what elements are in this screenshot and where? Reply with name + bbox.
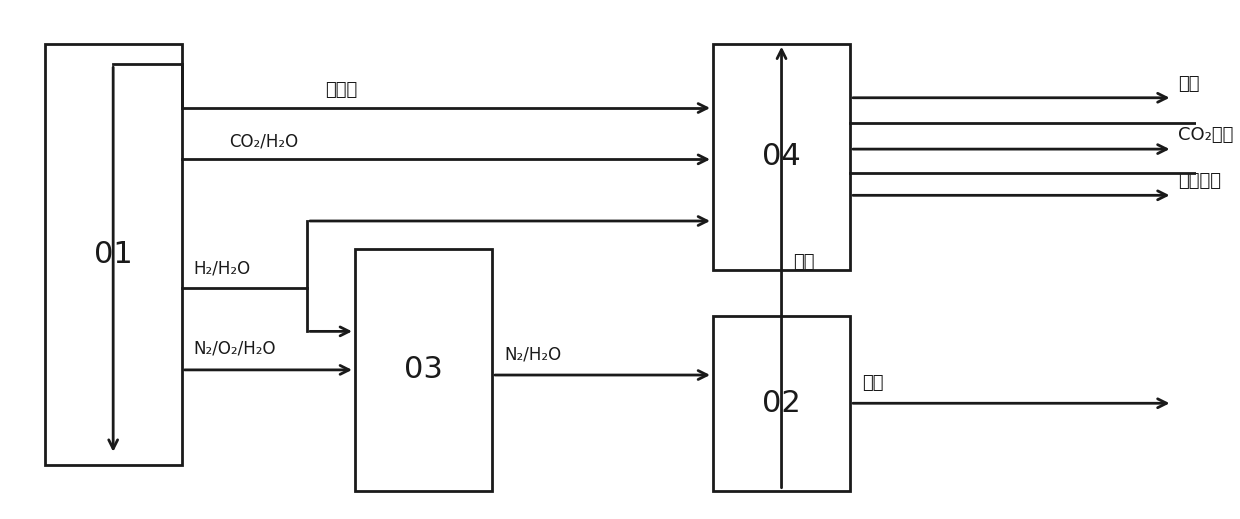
Bar bbox=[713, 316, 851, 490]
Text: 发电: 发电 bbox=[862, 374, 884, 392]
Text: H₂/H₂O: H₂/H₂O bbox=[193, 260, 250, 278]
Text: CO₂存储: CO₂存储 bbox=[1178, 126, 1234, 144]
Bar bbox=[713, 44, 851, 270]
Text: 03: 03 bbox=[404, 356, 443, 385]
Bar bbox=[45, 44, 182, 465]
Text: 01: 01 bbox=[94, 240, 133, 269]
Text: CO₂/H₂O: CO₂/H₂O bbox=[229, 132, 299, 150]
Text: N₂/O₂/H₂O: N₂/O₂/H₂O bbox=[193, 339, 277, 357]
Bar bbox=[355, 249, 492, 490]
Text: 供热: 供热 bbox=[1178, 75, 1200, 92]
Text: 尾气: 尾气 bbox=[794, 253, 815, 271]
Text: 水蔽气: 水蔽气 bbox=[325, 81, 357, 99]
Text: 02: 02 bbox=[763, 389, 801, 418]
Text: N₂/H₂O: N₂/H₂O bbox=[503, 346, 562, 364]
Text: 氢气储能: 氢气储能 bbox=[1178, 172, 1221, 190]
Text: 04: 04 bbox=[763, 142, 801, 171]
